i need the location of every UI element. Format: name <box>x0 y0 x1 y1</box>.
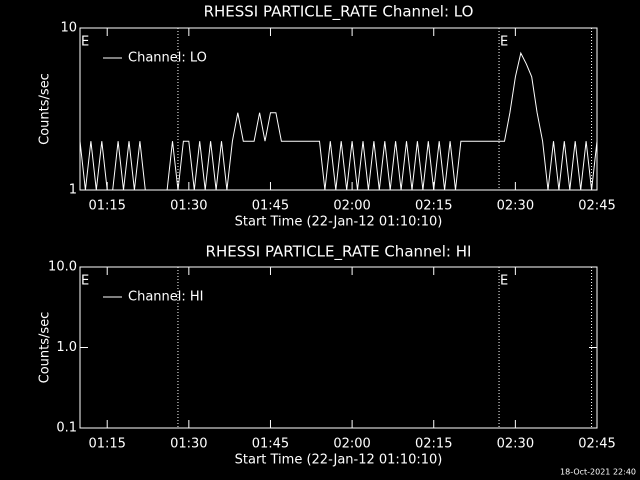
event-label: E <box>81 274 89 289</box>
legend-label: Channel: HI <box>128 290 204 305</box>
chart-title: RHESSI PARTICLE_RATE Channel: HI <box>206 243 472 262</box>
x-tick-label: 01:30 <box>170 199 207 214</box>
timestamp: 18-Oct-2021 22:40 <box>560 468 636 477</box>
plot-frame <box>79 27 598 191</box>
legend-label: Channel: LO <box>128 51 207 66</box>
x-tick-label: 02:30 <box>497 437 534 452</box>
data-line <box>79 51 598 191</box>
x-tick-label: 02:45 <box>578 437 615 452</box>
y-axis-label: Counts/sec <box>38 73 53 145</box>
y-tick-label: 1 <box>69 183 77 198</box>
x-axis-label: Start Time (22-Jan-12 01:10:10) <box>235 215 443 230</box>
x-tick-label: 02:15 <box>415 199 452 214</box>
chart-title: RHESSI PARTICLE_RATE Channel: LO <box>204 3 474 22</box>
x-tick-label: 02:00 <box>333 437 370 452</box>
x-tick-label: 01:45 <box>252 199 289 214</box>
y-tick-label: 0.1 <box>56 421 77 436</box>
x-tick-label: 02:45 <box>578 199 615 214</box>
y-tick-label: 1.0 <box>56 340 77 355</box>
x-tick-label: 01:30 <box>170 437 207 452</box>
x-tick-label: 01:45 <box>252 437 289 452</box>
y-tick-label: 10 <box>60 21 77 36</box>
event-label: E <box>500 35 508 50</box>
event-label: E <box>81 35 89 50</box>
x-tick-label: 01:15 <box>88 199 125 214</box>
y-tick-label: 10.0 <box>48 260 77 275</box>
x-tick-label: 02:30 <box>497 199 534 214</box>
x-tick-label: 02:00 <box>333 199 370 214</box>
x-tick-label: 01:15 <box>88 437 125 452</box>
event-label: E <box>500 274 508 289</box>
x-axis-label: Start Time (22-Jan-12 01:10:10) <box>235 453 443 468</box>
y-axis-label: Counts/sec <box>38 312 53 384</box>
x-tick-label: 02:15 <box>415 437 452 452</box>
